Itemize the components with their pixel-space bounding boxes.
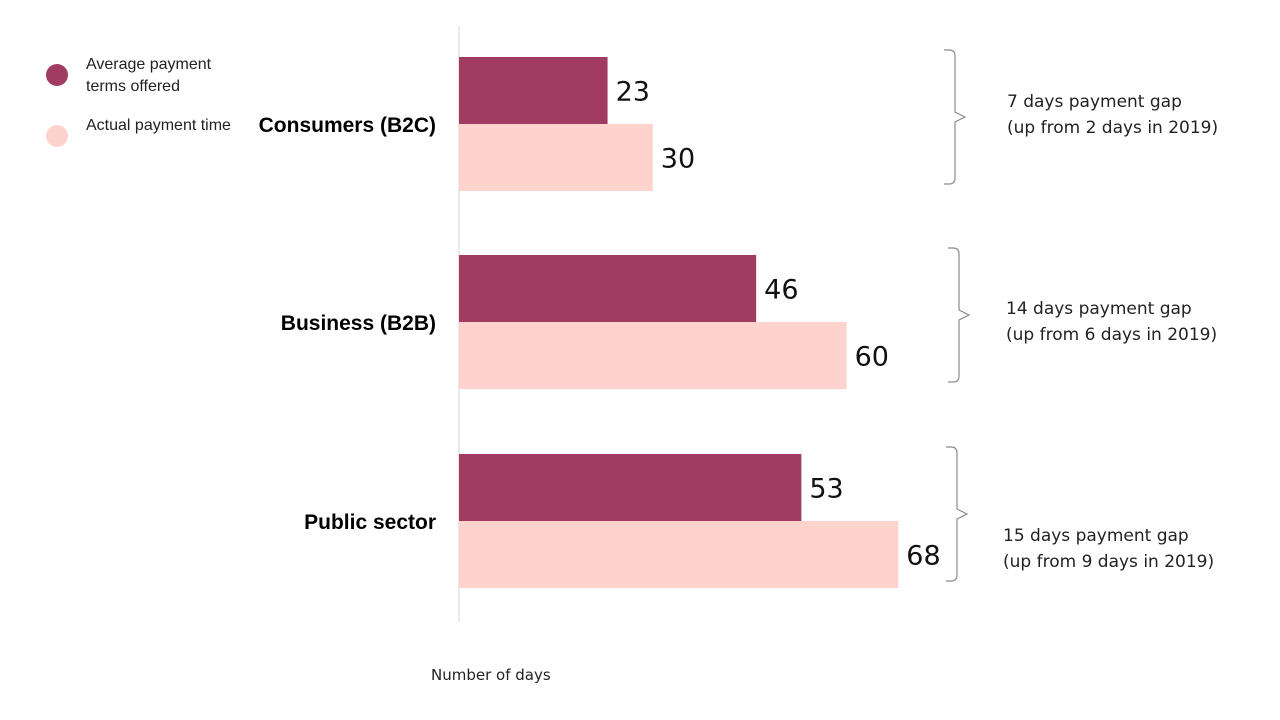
value-label-actual-business-b2b: 60 [855,342,889,373]
value-label-actual-public-sector: 68 [906,541,940,572]
bar-actual-business-b2b [459,322,847,389]
legend-label-terms: Average payment terms offered [86,56,212,95]
legend-label-actual: Actual payment time [86,117,231,134]
bar-terms-consumers-b2c [459,57,608,124]
gap-annotation-line1-consumers-b2c: 7 days payment gap [1007,92,1182,112]
gap-annotation-line2-business-b2b: (up from 6 days in 2019) [1006,325,1217,345]
value-label-actual-consumers-b2c: 30 [661,144,695,175]
value-label-terms-public-sector: 53 [809,474,843,505]
bar-terms-public-sector [459,454,802,521]
bracket-business-b2b [948,247,971,383]
legend-item-actual: Actual payment time [46,115,246,176]
x-axis-label: Number of days [431,666,551,684]
category-label-public-sector: Public sector [304,511,436,534]
legend-swatch-actual [46,125,68,147]
category-label-business-b2b: Business (B2B) [281,312,436,335]
category-label-consumers-b2c: Consumers (B2C) [259,114,436,137]
bracket-public-sector [946,446,969,582]
value-label-terms-consumers-b2c: 23 [616,77,650,108]
value-label-terms-business-b2b: 46 [764,275,798,306]
gap-annotation-line1-public-sector: 15 days payment gap [1003,526,1189,546]
legend: Average payment terms offered Actual pay… [46,54,246,176]
gap-annotation-line1-business-b2b: 14 days payment gap [1006,299,1192,319]
bar-actual-public-sector [459,521,899,588]
bar-terms-business-b2b [459,255,757,322]
legend-item-terms: Average payment terms offered [46,54,246,115]
gap-annotation-line2-public-sector: (up from 9 days in 2019) [1003,552,1214,572]
gap-annotation-line2-consumers-b2c: (up from 2 days in 2019) [1007,118,1218,138]
bracket-consumers-b2c [944,49,967,185]
bar-actual-consumers-b2c [459,124,653,191]
legend-swatch-terms [46,64,68,86]
